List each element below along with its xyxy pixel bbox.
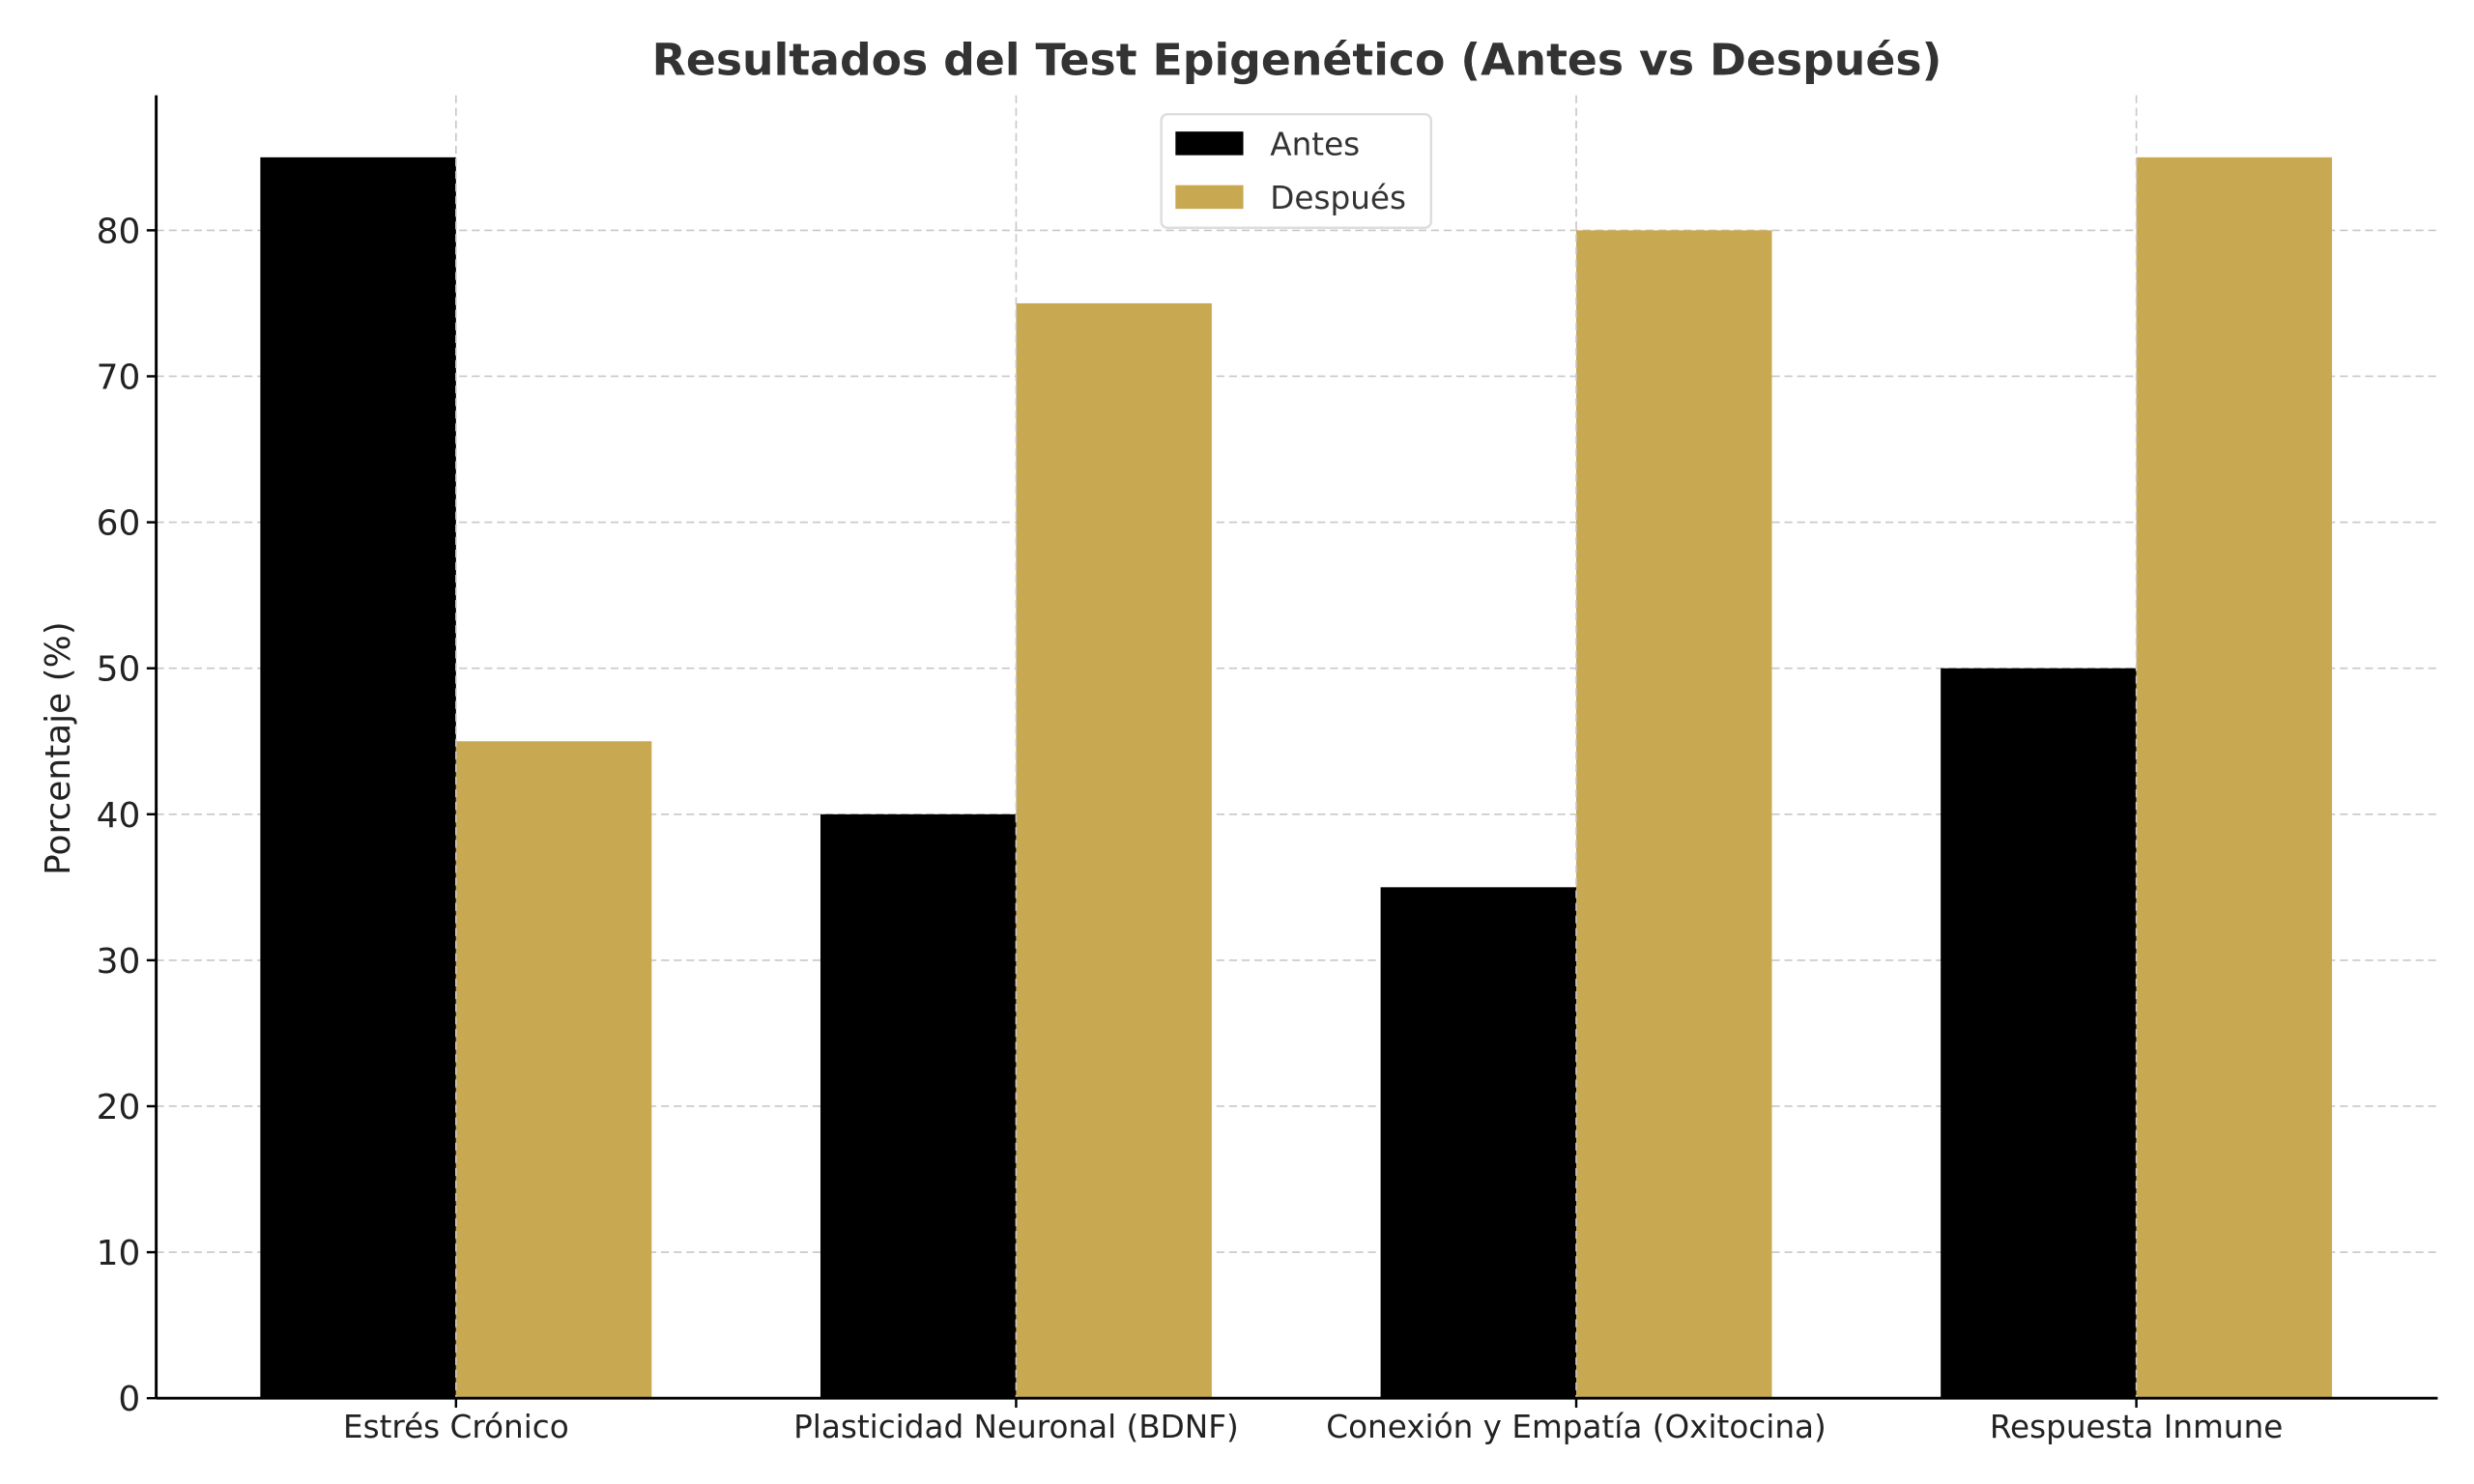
bar-después-2 <box>1576 230 1772 1399</box>
legend-swatch <box>1175 185 1244 210</box>
bar-antes-1 <box>820 813 1017 1399</box>
y-tick-label: 30 <box>97 942 141 982</box>
y-tick-label: 0 <box>118 1380 140 1419</box>
axes: 0 10 20 30 40 50 60 70 80 Estrés Crónico Plasticid… <box>97 95 2438 1445</box>
y-tick-label: 60 <box>97 504 141 544</box>
chart-title: Resultados del Test Epigenético (Antes v… <box>652 34 1942 85</box>
bar-antes-3 <box>1941 668 2137 1399</box>
y-tick-label: 70 <box>97 358 141 398</box>
y-tick-label: 80 <box>97 212 141 251</box>
bars <box>260 95 2333 1399</box>
bar-antes-0 <box>260 157 456 1399</box>
bar-después-0 <box>455 741 652 1399</box>
x-tick-label: Plasticidad Neuronal (BDNF) <box>793 1409 1239 1445</box>
legend-label: Después <box>1270 180 1406 216</box>
bar-después-1 <box>1016 302 1212 1399</box>
bar-después-3 <box>2136 157 2333 1399</box>
y-tick-label: 40 <box>97 796 141 836</box>
legend: Antes Después <box>1160 112 1433 229</box>
x-tick-label: Conexión y Empatía (Oxitocina) <box>1326 1409 1826 1445</box>
legend-label: Antes <box>1270 127 1360 163</box>
legend-swatch <box>1175 131 1244 156</box>
y-axis-label: Porcentaje (%) <box>39 621 78 875</box>
bar-antes-2 <box>1380 887 1577 1399</box>
x-tick-label: Respuesta Inmune <box>1990 1409 2284 1445</box>
y-tick-label: 20 <box>97 1088 141 1127</box>
x-tick-label: Estrés Crónico <box>343 1409 569 1445</box>
y-tick-label: 50 <box>97 650 141 690</box>
y-tick-label: 10 <box>97 1234 141 1273</box>
